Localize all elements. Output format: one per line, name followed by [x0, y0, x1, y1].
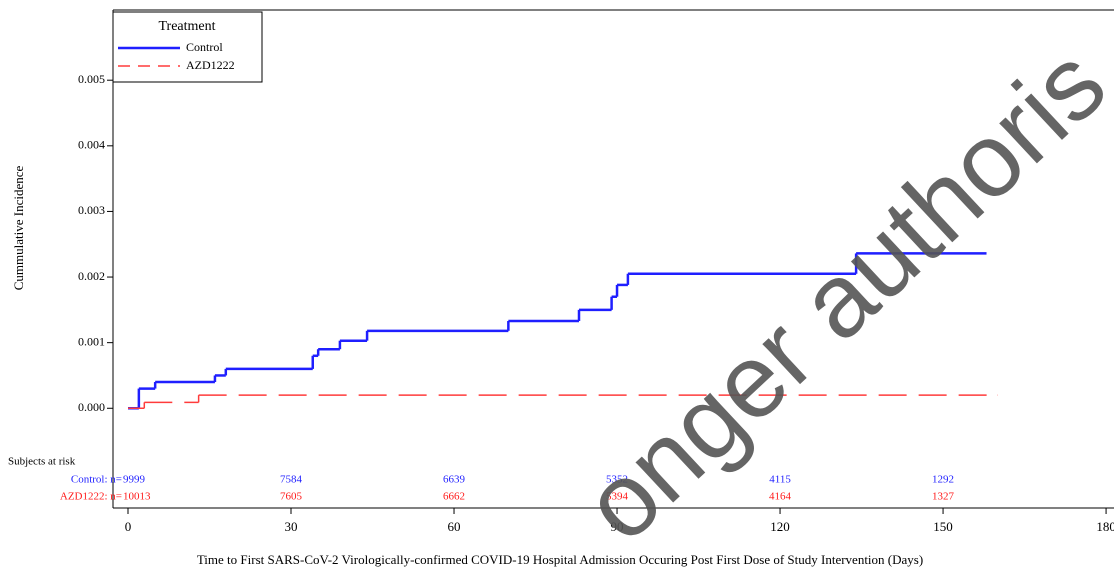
risk-count: 1327 [932, 491, 955, 503]
legend-label: AZD1222 [186, 58, 235, 72]
risk-count: 5394 [606, 491, 629, 503]
risk-count: 7584 [280, 474, 303, 486]
legend-title: Treatment [158, 19, 215, 34]
y-tick-label: 0.004 [78, 138, 105, 152]
risk-count: 5352 [606, 474, 628, 486]
risk-count: 4115 [769, 474, 791, 486]
x-tick-label: 120 [770, 519, 790, 534]
x-axis-label: Time to First SARS-CoV-2 Virologically-c… [197, 552, 923, 567]
risk-count: 4164 [769, 491, 792, 503]
x-tick-label: 180 [1096, 519, 1114, 534]
x-tick-label: 0 [125, 519, 132, 534]
y-tick-label: 0.002 [78, 269, 105, 283]
risk-count: 1292 [932, 474, 954, 486]
x-tick-label: 150 [933, 519, 953, 534]
y-tick-label: 0.000 [78, 400, 105, 414]
risk-row-label: Control: n= [71, 474, 122, 486]
risk-count: 6662 [443, 491, 465, 503]
risk-count: 9999 [123, 474, 146, 486]
risk-row-label: AZD1222: n= [60, 491, 122, 503]
risk-count: 6639 [443, 474, 466, 486]
risk-table-title: Subjects at risk [8, 456, 76, 468]
x-tick-label: 30 [285, 519, 298, 534]
risk-count: 10013 [123, 491, 151, 503]
y-axis-label: Cummulative Incidence [11, 166, 26, 291]
x-tick-label: 60 [448, 519, 461, 534]
y-tick-label: 0.001 [78, 334, 105, 348]
y-tick-label: 0.003 [78, 203, 105, 217]
x-tick-label: 90 [611, 519, 624, 534]
legend-label: Control [186, 40, 223, 54]
risk-count: 7605 [280, 491, 303, 503]
watermark: onger authoris [562, 25, 1114, 563]
y-tick-label: 0.005 [78, 72, 105, 86]
